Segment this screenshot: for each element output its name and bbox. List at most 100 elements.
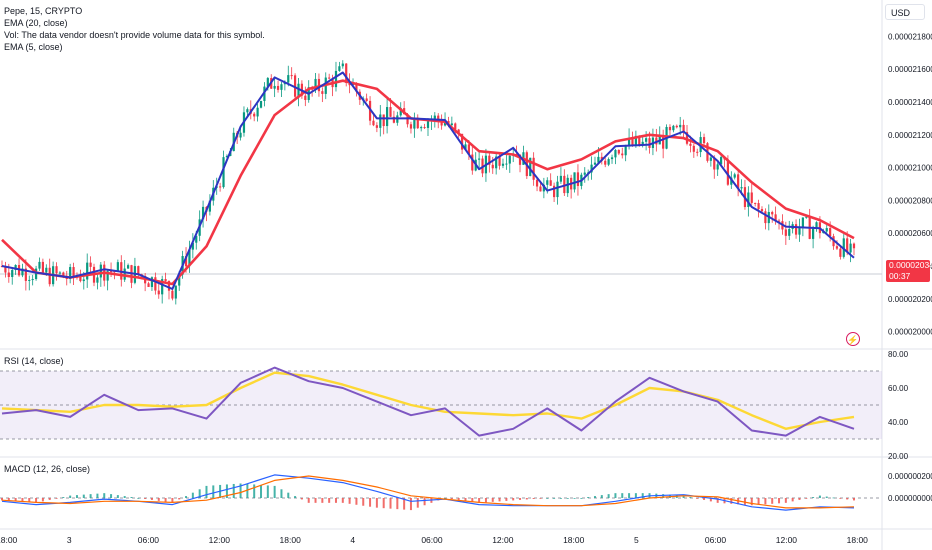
candle-body [253, 113, 256, 117]
candle-body [552, 185, 556, 198]
candle-body [812, 228, 815, 239]
candle-body [14, 265, 17, 271]
candle-body [784, 229, 787, 236]
macd-histogram-bar [314, 498, 317, 503]
candle-body [760, 209, 764, 212]
macd-histogram-bar [55, 498, 58, 499]
candle-body [675, 125, 678, 128]
candle-body [280, 84, 283, 90]
macd-axis-tick: 0.000000200 [888, 472, 932, 481]
macd-histogram-bar [110, 494, 113, 498]
macd-histogram-bar [307, 498, 310, 503]
macd-histogram-bar [328, 498, 331, 503]
candle-body [65, 277, 68, 280]
candle-body [167, 281, 171, 291]
lightning-bolt-icon[interactable]: ⚡ [846, 332, 860, 346]
ema5-legend[interactable]: EMA (5, close) [4, 42, 63, 52]
macd-histogram-bar [14, 498, 17, 502]
candle-body [685, 132, 689, 144]
candle-body [754, 202, 757, 204]
macd-histogram-bar [478, 498, 481, 503]
ema20-legend[interactable]: EMA (20, close) [4, 18, 68, 28]
candle-body [726, 159, 730, 185]
candle-body [488, 155, 491, 165]
macd-histogram-bar [784, 498, 787, 503]
macd-histogram-bar [818, 495, 821, 498]
time-axis-tick: 4 [350, 535, 355, 545]
candle-body [208, 200, 211, 212]
candle-body [849, 243, 852, 253]
macd-histogram-bar [369, 498, 372, 507]
macd-histogram-bar [689, 497, 692, 498]
candle-body [454, 123, 457, 130]
candle-body [624, 145, 627, 156]
candle-body [345, 63, 348, 83]
candle-body [518, 154, 522, 165]
macd-histogram-bar [41, 498, 44, 502]
candle-body [79, 276, 82, 282]
candle-body [604, 160, 607, 165]
macd-histogram-bar [444, 498, 447, 499]
macd-histogram-bar [198, 489, 201, 498]
rsi-legend[interactable]: RSI (14, close) [4, 356, 64, 366]
candle-body [416, 117, 419, 129]
candle-body [542, 184, 545, 192]
candle-body [825, 228, 828, 232]
macd-histogram-bar [621, 493, 624, 498]
candle-body [24, 268, 27, 281]
candle-body [259, 100, 263, 108]
macd-histogram-bar [130, 497, 133, 498]
time-axis-tick: 3 [67, 535, 72, 545]
macd-histogram-bar [69, 495, 72, 498]
macd-histogram-bar [164, 498, 167, 502]
candle-body [178, 274, 181, 286]
macd-histogram-bar [716, 498, 719, 503]
candle-body [365, 98, 368, 101]
candle-body [399, 108, 402, 116]
macd-histogram-bar [532, 498, 535, 499]
macd-histogram-bar [382, 498, 385, 509]
candle-body [147, 283, 150, 287]
candle-body [815, 222, 818, 229]
macd-histogram-bar [662, 494, 665, 498]
candle-body [764, 211, 767, 224]
macd-histogram-bar [825, 496, 828, 498]
candle-body [709, 157, 712, 161]
candle-body [450, 123, 453, 126]
candle-body [771, 212, 774, 215]
macd-histogram-bar [178, 498, 181, 500]
candle-body [559, 175, 563, 182]
macd-histogram-bar [96, 493, 99, 498]
candle-body [645, 138, 648, 142]
macd-histogram-bar [1, 498, 3, 501]
candle-body [590, 164, 593, 173]
macd-histogram-bar [396, 498, 399, 510]
macd-histogram-bar [157, 498, 160, 501]
candle-body [297, 83, 300, 97]
candle-body [593, 162, 597, 165]
candle-body [835, 246, 839, 249]
candle-body [668, 126, 672, 131]
candle-body [293, 75, 297, 97]
candle-body [440, 120, 443, 126]
macd-legend[interactable]: MACD (12, 26, close) [4, 464, 91, 474]
candle-body [696, 151, 699, 153]
candle-body [239, 132, 242, 138]
price-axis-tick: 0.000020000 [888, 328, 932, 337]
volume-notice: Vol: The data vendor doesn't provide vol… [4, 30, 265, 40]
candle-body [478, 158, 481, 160]
macd-histogram-bar [709, 498, 712, 502]
candle-body [219, 186, 222, 188]
candle-body [556, 181, 559, 198]
candle-body [682, 124, 685, 133]
currency-button[interactable]: USD [885, 4, 925, 20]
macd-histogram-bar [628, 493, 631, 498]
candle-body [733, 174, 736, 178]
macd-histogram-bar [191, 492, 194, 498]
macd-histogram-bar [103, 493, 106, 498]
candle-body [535, 179, 539, 187]
candle-body [471, 154, 474, 171]
current-price-value: 0.000020345 [889, 260, 932, 270]
macd-histogram-bar [505, 498, 508, 501]
